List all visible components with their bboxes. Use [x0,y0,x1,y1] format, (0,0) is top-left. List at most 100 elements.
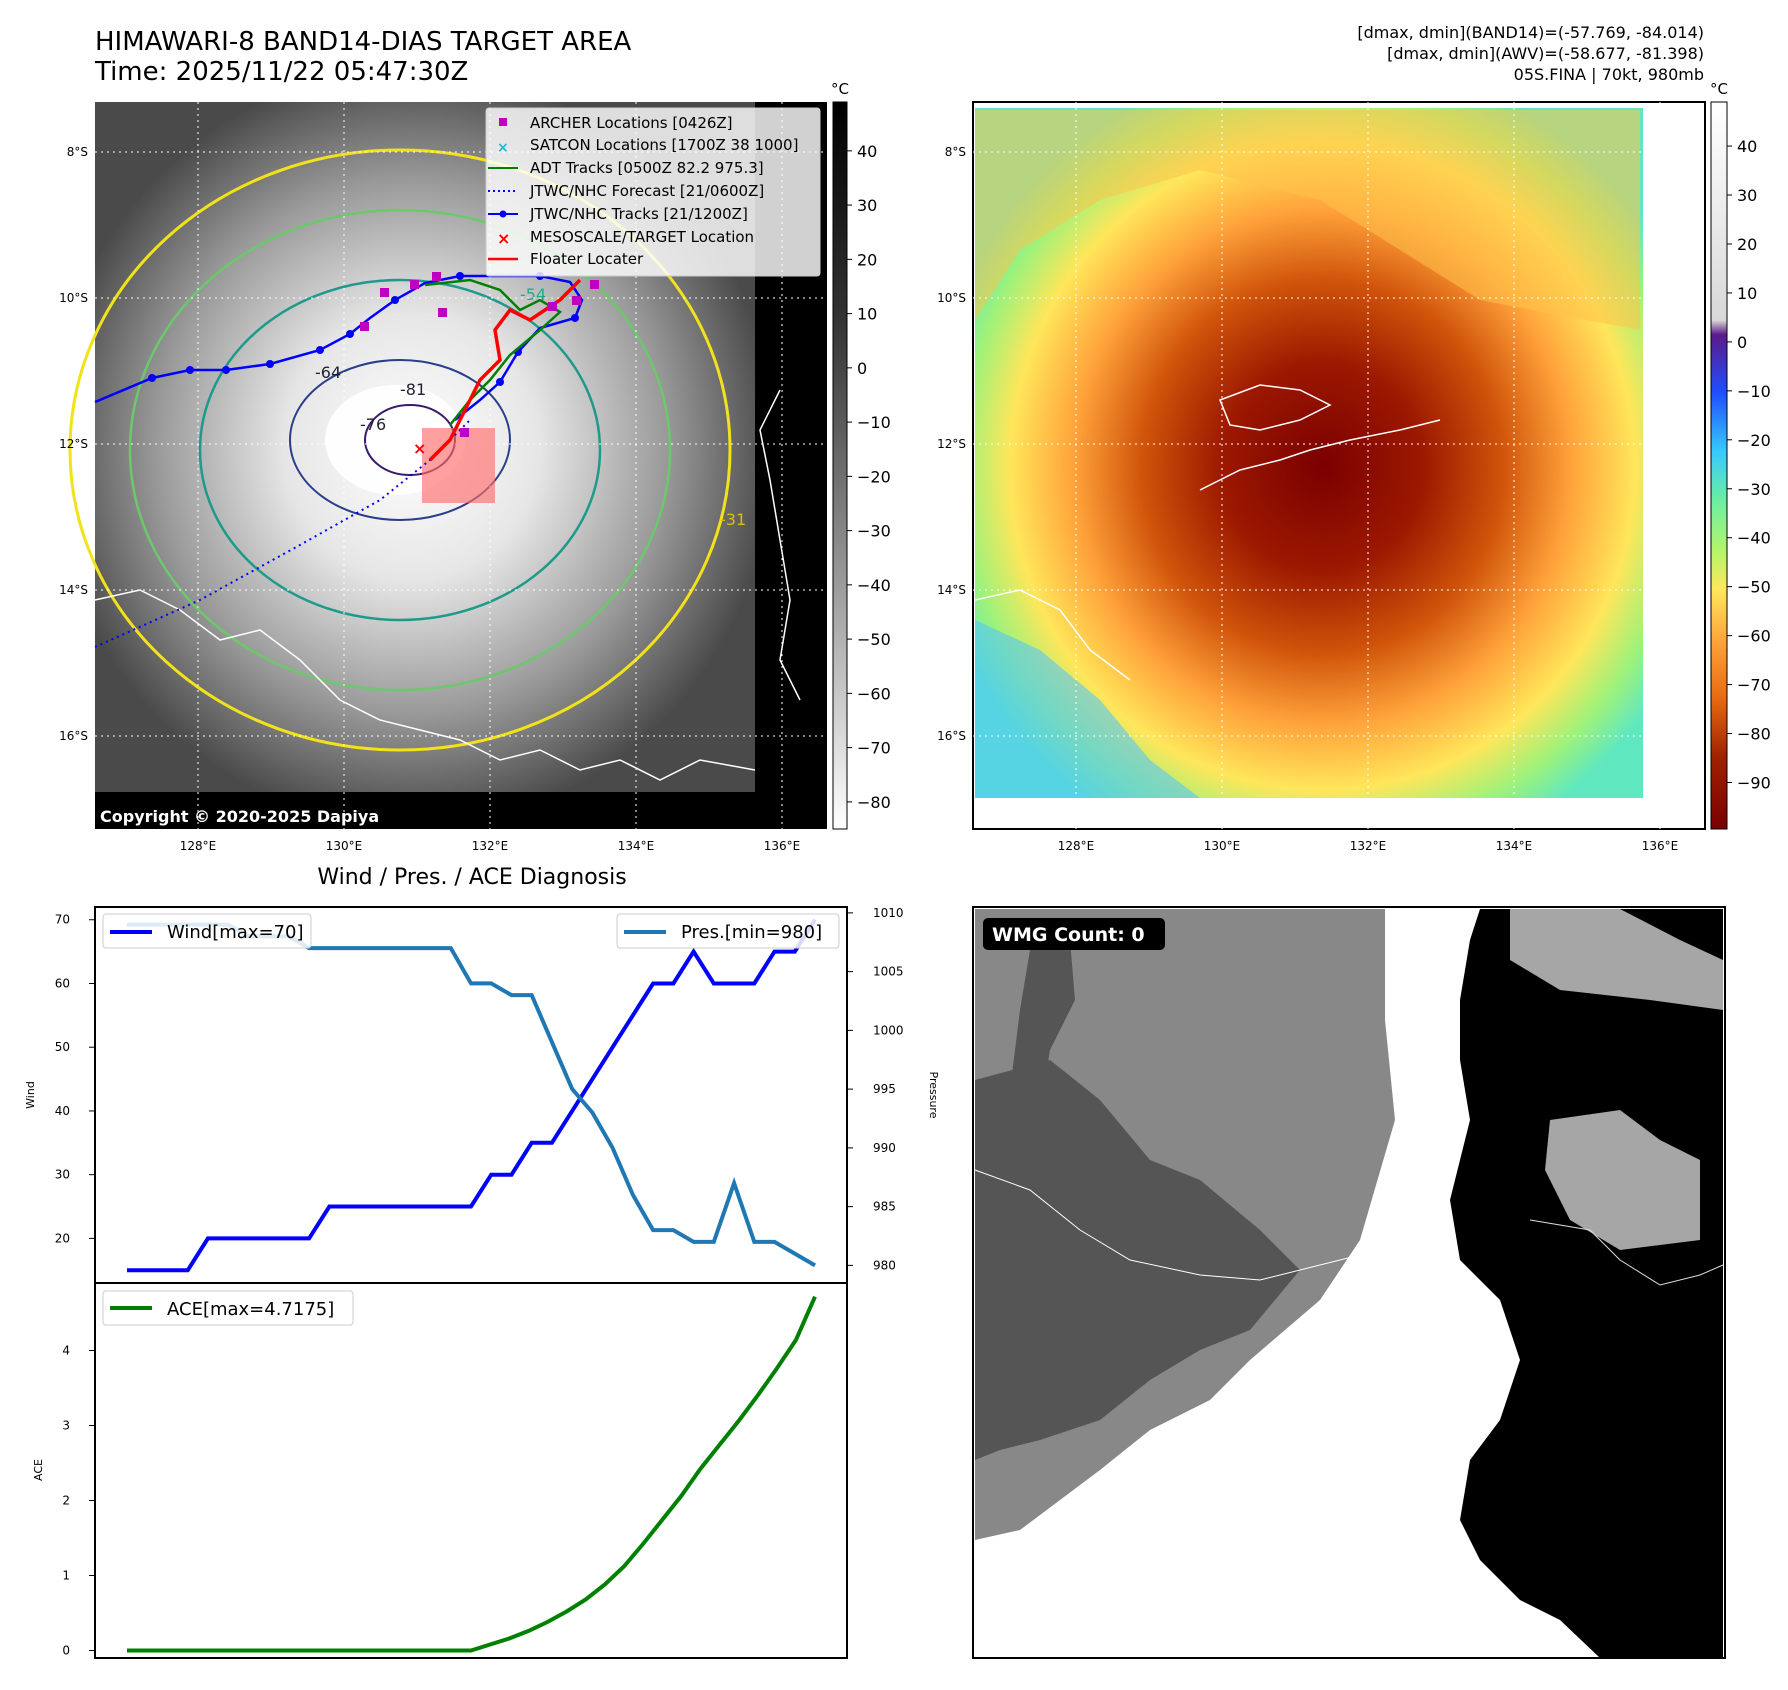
ace-legend: ACE[max=4.7175] [167,1299,334,1320]
coastline-color-island [1219,384,1332,431]
contour-ring-2 [128,208,672,692]
colorbar-gray-tick-label: 10 [857,305,877,324]
lon-label: 130°E [1204,839,1241,853]
lat-label: 8°S [67,145,88,159]
lon-label: 136°E [1642,839,1679,853]
legend-meso: MESOSCALE/TARGET Location [530,228,754,246]
colorbar-color-tick-label: −60 [1737,627,1771,646]
map-legend [485,107,821,277]
wmg-black-region [1450,909,1723,1658]
wmg-count-badge [983,918,1165,950]
lon-label: 132°E [1350,839,1387,853]
coastline-gray [94,589,756,781]
figure-title: HIMAWARI-8 BAND14-DIAS TARGET AREA [95,27,632,57]
colorbar-gray-tick-label: −20 [857,467,891,486]
ir-color-band-top [975,110,1640,330]
pressure-legend-box [616,913,840,949]
ace-axis-tick-label: 1 [62,1569,70,1583]
wind-axis-label: Wind [24,1081,37,1109]
ace-axis-label: ACE [32,1459,45,1481]
colorbar-gray-tick-label: −70 [857,739,891,758]
lat-label: 10°S [59,291,88,305]
wind-series-line [127,918,817,1273]
ir-color-panel: 8°S 10°S 12°S 14°S 16°S 128°E 130°E 132°… [937,101,1706,853]
stats-storm: 05S.FINA | 70kt, 980mb [1514,65,1704,84]
colorbar-color-tick-label: −90 [1737,773,1771,792]
ace-panel: ACE 4 3 2 1 0 ACE[max=4.7175] [32,1282,848,1659]
contour-ring-4 [289,359,511,521]
lat-label: 14°S [59,583,88,597]
contour-label-3: -81 [400,380,426,399]
pressure-axis-label: Pressure [927,1072,940,1119]
ace-frame [94,1282,848,1659]
colorbar-gray-tick-label: −30 [857,522,891,541]
colorbar-color-tick-label: −70 [1737,676,1771,695]
wind-legend: Wind[max=70] [167,922,304,943]
wmg-coastline-east [1529,1219,1724,1286]
colorbar-color-tick-label: 10 [1737,284,1757,303]
pressure-axis-tick-label: 985 [873,1200,896,1214]
wmg-light-region-mid [1545,1110,1700,1250]
ir-color-band-sw [975,620,1200,798]
colorbar-color: °C 40 30 20 10 0 −10 −20 −30 −40 −50 −60 −70 −80 −90 [1710,80,1771,830]
contour-ring-outer [68,148,732,752]
legend-satcon-marker: × [497,140,509,156]
colorbar-gray-tick-label: −40 [857,576,891,595]
wmg-dark-region [975,1060,1300,1460]
ace-axis-tick-label: 2 [62,1494,70,1508]
stats-awv: [dmax, dmin](AWV)=(-58.677, -81.398) [1387,44,1704,63]
wmg-coastline-west [974,1169,1451,1281]
wind-axis-tick-label: 20 [55,1231,70,1245]
colorbar-color-tick-label: 40 [1737,137,1757,156]
legend-tracks-dot [499,210,507,218]
wind-axis-tick-label: 40 [55,1104,70,1118]
colorbar-gray-tick-label: −80 [857,793,891,812]
wind-legend-box [102,913,312,949]
pressure-axis-tick-label: 1010 [873,906,904,920]
wind-pressure-panel: Wind Pressure 70 60 50 40 30 20 1010 1005 1000 9… [24,906,940,1284]
contour-label-1: -76 [360,415,386,434]
wind-axis-tick-label: 30 [55,1168,70,1182]
colorbar-color-tick-label: −80 [1737,725,1771,744]
stats-band14: [dmax, dmin](BAND14)=(-57.769, -84.014) [1357,23,1704,42]
colorbar-gray-tick-label: 30 [857,196,877,215]
colorbar-gray-tick-label: −10 [857,413,891,432]
lat-label: 16°S [937,729,966,743]
colorbar-gray-tick-label: 40 [857,142,877,161]
pressure-axis-tick-label: 990 [873,1141,896,1155]
contour-ring-3 [198,278,602,622]
legend-archer: ARCHER Locations [0426Z] [530,114,733,132]
lon-label: 128°E [1058,839,1095,853]
lat-label: 16°S [59,729,88,743]
wind-pressure-frame [94,906,848,1284]
figure-time: Time: 2025/11/22 05:47:30Z [94,57,468,87]
lon-label: 134°E [1496,839,1533,853]
colorbar-gray-tick-label: −60 [857,684,891,703]
contour-label-5: -31 [720,510,746,529]
colorbar-gray-tick-label: 0 [857,359,867,378]
adt-track [424,278,563,426]
ace-axis-tick-label: 0 [62,1644,70,1658]
lat-label: 12°S [59,437,88,451]
colorbar-color-tick-label: −40 [1737,529,1771,548]
colorbar-color-tick-label: −30 [1737,480,1771,499]
legend-adt: ADT Tracks [0500Z 82.2 975.3] [530,159,764,177]
wind-axis-tick-label: 60 [55,976,70,990]
mesoscale-target-box [422,428,495,503]
colorbar-gray: °C 40 30 20 10 0 −10 −20 −30 −40 −50 −60 −70 −80 [831,80,891,830]
pressure-axis-tick-label: 995 [873,1082,896,1096]
pressure-axis-tick-label: 1000 [873,1023,904,1037]
ir-color-gridlines [973,102,1705,829]
ace-axis-tick-label: 4 [62,1344,70,1358]
target-x-marker: × [413,439,426,458]
legend-satcon: SATCON Locations [1700Z 38 1000] [530,136,798,154]
legend-floater: Floater Locater [530,250,644,268]
colorbar-gray-bar [832,101,848,830]
legend-meso-marker: × [497,229,510,248]
lon-label: 134°E [618,839,655,853]
lon-label: 136°E [764,839,801,853]
colorbar-color-tick-label: −50 [1737,578,1771,597]
wind-axis-tick-label: 70 [55,913,70,927]
colorbar-color-tick-label: 20 [1737,235,1757,254]
